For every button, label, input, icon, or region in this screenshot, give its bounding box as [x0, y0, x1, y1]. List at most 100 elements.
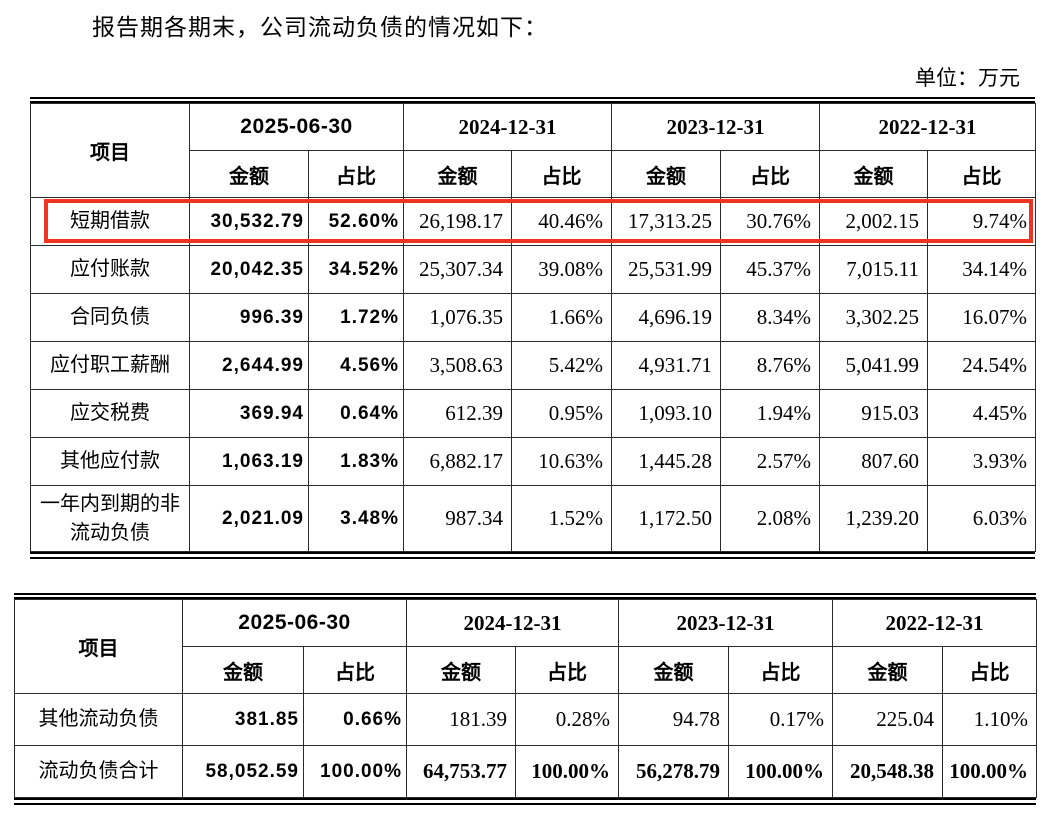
col-header-period-2022: 2022-12-31: [832, 599, 1038, 647]
ratio-cell: 1.52%: [511, 485, 613, 552]
current-liabilities-table: 项目 2025-06-30 2024-12-31 2023-12-31 2022…: [30, 97, 1037, 559]
ratio-cell: 10.63%: [511, 437, 613, 486]
ratio-cell: 9.74%: [927, 197, 1037, 246]
row-label: 其他应付款: [30, 437, 190, 486]
amount-cell: 3,508.63: [403, 341, 513, 390]
amount-cell: 987.34: [403, 485, 513, 552]
amount-cell: 2,021.09: [189, 485, 309, 552]
amount-cell: 20,548.38: [832, 745, 944, 798]
ratio-cell: 1.83%: [307, 437, 405, 486]
col-header-period-2024: 2024-12-31: [403, 103, 613, 151]
row-label: 一年内到期的非流动负债: [30, 485, 190, 552]
col-header-amount: 金额: [832, 646, 944, 694]
ratio-cell: 0.66%: [302, 693, 408, 746]
ratio-cell: 2.57%: [720, 437, 821, 486]
table-row: 应付职工薪酬 2,644.99 4.56% 3,508.63 5.42% 4,931.71…: [30, 341, 1037, 390]
intro-text: 报告期各期末，公司流动负债的情况如下：: [92, 15, 548, 40]
table-row: 合同负债 996.39 1.72% 1,076.35 1.66% 4,696.19 8.34…: [30, 293, 1037, 342]
ratio-cell: 100.00%: [515, 745, 620, 798]
table-row: 应交税费 369.94 0.64% 612.39 0.95% 1,093.10 1.94% 9…: [30, 389, 1037, 438]
col-header-ratio: 占比: [515, 646, 620, 694]
table-row: 一年内到期的非流动负债 2,021.09 3.48% 987.34 1.52% 1,172…: [30, 485, 1037, 552]
liabilities-total-table: 项目 2025-06-30 2024-12-31 2023-12-31 2022…: [14, 593, 1038, 805]
ratio-cell: 1.94%: [720, 389, 821, 438]
col-header-ratio: 占比: [511, 150, 613, 198]
amount-cell: 1,063.19: [189, 437, 309, 486]
table-row: 其他应付款 1,063.19 1.83% 6,882.17 10.63% 1,445.28…: [30, 437, 1037, 486]
table-row: 其他流动负债 381.85 0.66% 181.39 0.28% 94.78 0.17% 22…: [14, 693, 1038, 746]
ratio-cell: 16.07%: [927, 293, 1037, 342]
ratio-cell: 1.66%: [511, 293, 613, 342]
amount-cell: 30,532.79: [189, 197, 309, 246]
ratio-cell: 0.17%: [728, 693, 834, 746]
amount-cell: 7,015.11: [819, 245, 929, 294]
ratio-cell: 52.60%: [307, 197, 405, 246]
row-label: 应付账款: [30, 245, 190, 294]
col-header-amount: 金额: [611, 150, 722, 198]
ratio-cell: 100.00%: [302, 745, 408, 798]
col-header-amount: 金额: [618, 646, 730, 694]
amount-cell: 381.85: [182, 693, 304, 746]
amount-cell: 4,931.71: [611, 341, 722, 390]
row-label: 应交税费: [30, 389, 190, 438]
col-header-amount: 金额: [189, 150, 309, 198]
col-header-period-2023: 2023-12-31: [618, 599, 834, 647]
ratio-cell: 40.46%: [511, 197, 613, 246]
ratio-cell: 6.03%: [927, 485, 1037, 552]
amount-cell: 225.04: [832, 693, 944, 746]
amount-cell: 17,313.25: [611, 197, 722, 246]
amount-cell: 26,198.17: [403, 197, 513, 246]
row-label: 流动负债合计: [14, 745, 183, 798]
header-row-periods: 项目 2025-06-30 2024-12-31 2023-12-31 2022…: [14, 599, 1038, 694]
ratio-cell: 100.00%: [942, 745, 1038, 798]
col-header-item: 项目: [14, 599, 183, 694]
col-header-period-2025: 2025-06-30: [181, 599, 408, 647]
col-header-ratio: 占比: [942, 646, 1038, 694]
amount-cell: 369.94: [189, 389, 309, 438]
col-header-period-2023: 2023-12-31: [611, 103, 821, 151]
amount-cell: 181.39: [406, 693, 517, 746]
amount-cell: 25,307.34: [403, 245, 513, 294]
table-row: 应付账款 20,042.35 34.52% 25,307.34 39.08% 25,531…: [30, 245, 1037, 294]
ratio-cell: 3.93%: [927, 437, 1037, 486]
amount-cell: 64,753.77: [406, 745, 517, 798]
col-header-ratio: 占比: [307, 150, 405, 198]
col-header-amount: 金额: [406, 646, 517, 694]
amount-cell: 2,644.99: [189, 341, 309, 390]
amount-cell: 20,042.35: [189, 245, 309, 294]
ratio-cell: 8.34%: [720, 293, 821, 342]
ratio-cell: 1.72%: [307, 293, 405, 342]
amount-cell: 2,002.15: [819, 197, 929, 246]
col-header-ratio: 占比: [302, 646, 408, 694]
header-row-measures: 金额 占比 金额 占比 金额 占比 金额 占比: [15, 646, 1038, 694]
amount-cell: 3,302.25: [819, 293, 929, 342]
amount-cell: 1,445.28: [611, 437, 722, 486]
ratio-cell: 4.45%: [927, 389, 1037, 438]
amount-cell: 807.60: [819, 437, 929, 486]
amount-cell: 94.78: [618, 693, 730, 746]
col-header-amount: 金额: [819, 150, 929, 198]
amount-cell: 4,696.19: [611, 293, 722, 342]
liabilities-total-table-grid: 项目 2025-06-30 2024-12-31 2023-12-31 2022…: [14, 599, 1038, 798]
amount-cell: 915.03: [819, 389, 929, 438]
table-row: 流动负债合计 58,052.59 100.00% 64,753.77 100.00% 56…: [14, 745, 1038, 798]
ratio-cell: 34.52%: [307, 245, 405, 294]
current-liabilities-table-grid: 项目 2025-06-30 2024-12-31 2023-12-31 2022…: [30, 103, 1037, 552]
amount-cell: 1,172.50: [611, 485, 722, 552]
col-header-item: 项目: [30, 103, 190, 198]
amount-cell: 5,041.99: [819, 341, 929, 390]
amount-cell: 1,076.35: [403, 293, 513, 342]
row-label: 其他流动负债: [14, 693, 183, 746]
ratio-cell: 34.14%: [927, 245, 1037, 294]
ratio-cell: 30.76%: [720, 197, 821, 246]
amount-cell: 1,239.20: [819, 485, 929, 552]
col-header-period-2024: 2024-12-31: [406, 599, 620, 647]
ratio-cell: 2.08%: [720, 485, 821, 552]
ratio-cell: 0.28%: [515, 693, 620, 746]
row-label: 合同负债: [30, 293, 190, 342]
col-header-period-2025: 2025-06-30: [188, 103, 405, 151]
ratio-cell: 5.42%: [511, 341, 613, 390]
amount-cell: 996.39: [189, 293, 309, 342]
ratio-cell: 3.48%: [307, 485, 405, 552]
